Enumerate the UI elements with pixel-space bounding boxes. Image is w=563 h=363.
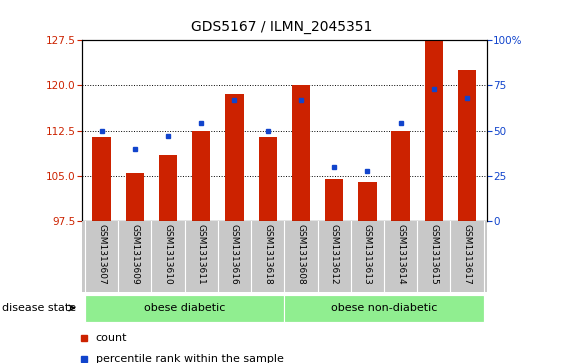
Text: obese diabetic: obese diabetic (144, 303, 225, 313)
Text: GSM1313609: GSM1313609 (130, 224, 139, 284)
Bar (358, 182, 377, 221)
Text: GSM1313610: GSM1313610 (163, 224, 172, 284)
Bar (292, 85, 310, 221)
Bar (284, 295, 484, 322)
Bar (258, 137, 277, 221)
Text: GSM1313612: GSM1313612 (330, 224, 339, 284)
Bar (192, 131, 211, 221)
Bar (225, 94, 244, 221)
Bar (92, 137, 111, 221)
Bar (458, 70, 476, 221)
Text: GSM1313614: GSM1313614 (396, 224, 405, 284)
Bar (126, 173, 144, 221)
Text: GSM1313613: GSM1313613 (363, 224, 372, 284)
Bar (391, 131, 410, 221)
Text: GDS5167 / ILMN_2045351: GDS5167 / ILMN_2045351 (191, 20, 372, 34)
Text: count: count (96, 333, 127, 343)
Text: GSM1313618: GSM1313618 (263, 224, 272, 284)
Text: GSM1313616: GSM1313616 (230, 224, 239, 284)
Bar (325, 179, 343, 221)
Text: GSM1313607: GSM1313607 (97, 224, 106, 284)
Text: disease state: disease state (2, 303, 76, 313)
Text: GSM1313608: GSM1313608 (297, 224, 306, 284)
Bar (425, 40, 443, 221)
Text: GSM1313615: GSM1313615 (430, 224, 439, 284)
Bar (159, 155, 177, 221)
Text: GSM1313617: GSM1313617 (463, 224, 472, 284)
Text: GSM1313611: GSM1313611 (196, 224, 205, 284)
Text: obese non-diabetic: obese non-diabetic (331, 303, 437, 313)
Bar (82, 221, 487, 292)
Bar (85, 295, 284, 322)
Text: percentile rank within the sample: percentile rank within the sample (96, 354, 284, 363)
